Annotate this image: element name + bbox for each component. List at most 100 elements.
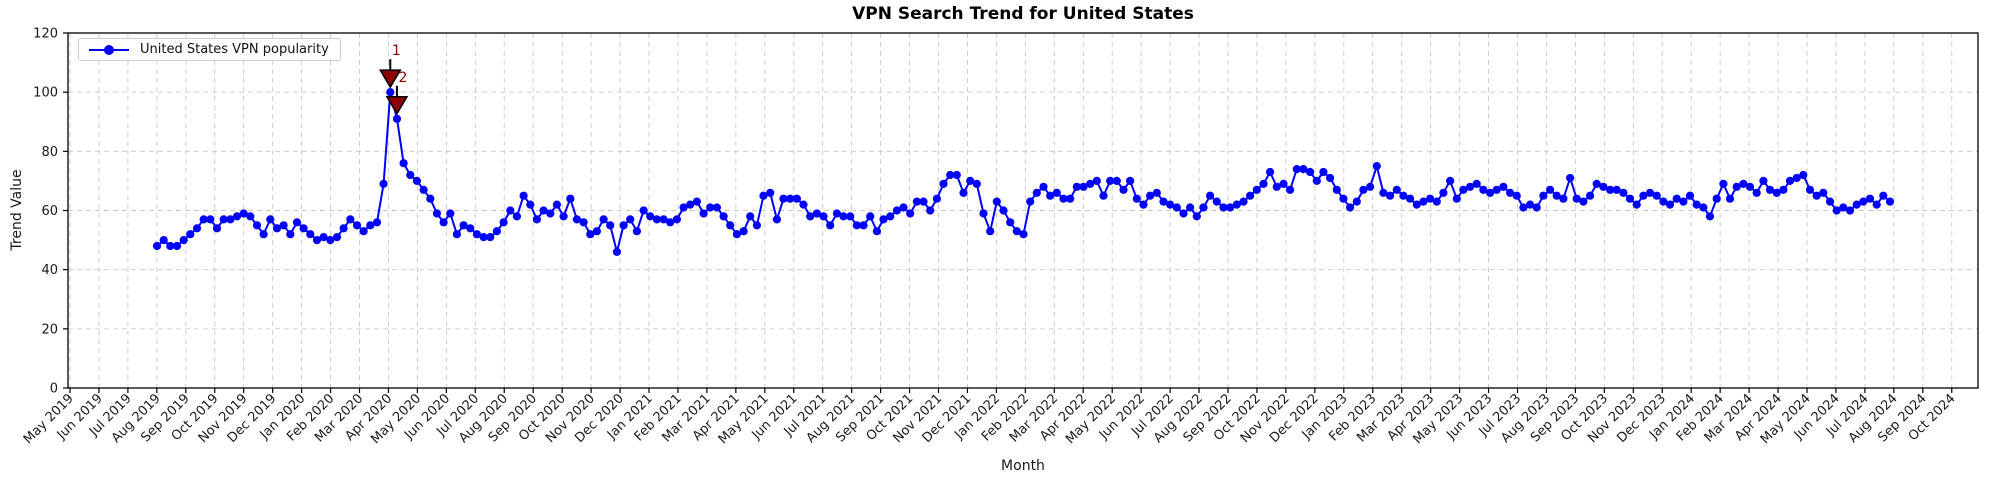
data-point-marker bbox=[1579, 197, 1588, 206]
data-point-marker bbox=[279, 221, 288, 230]
data-point-marker bbox=[719, 212, 728, 221]
data-point-marker bbox=[539, 206, 548, 215]
data-point-marker bbox=[1672, 194, 1681, 203]
data-point-marker bbox=[492, 227, 501, 236]
data-point-marker bbox=[452, 230, 461, 239]
data-point-marker bbox=[1199, 203, 1208, 212]
data-point-marker bbox=[959, 188, 968, 197]
y-axis-label: Trend Value bbox=[9, 169, 25, 251]
data-point-marker bbox=[1546, 185, 1555, 194]
data-point-marker bbox=[659, 215, 668, 224]
data-point-marker bbox=[686, 200, 695, 209]
data-point-marker bbox=[1286, 185, 1295, 194]
data-point-marker bbox=[232, 212, 242, 221]
data-point-marker bbox=[312, 236, 322, 245]
data-point-marker bbox=[859, 221, 868, 230]
data-point-marker bbox=[346, 215, 355, 224]
data-point-marker bbox=[386, 88, 395, 97]
data-point-marker bbox=[852, 221, 862, 230]
data-point-marker bbox=[1032, 188, 1041, 197]
data-point-marker bbox=[739, 227, 748, 236]
data-point-marker bbox=[579, 218, 588, 227]
data-point-marker bbox=[886, 212, 895, 221]
data-point-marker bbox=[1512, 191, 1521, 200]
data-point-marker bbox=[819, 212, 828, 221]
data-point-marker bbox=[839, 212, 848, 221]
data-point-marker bbox=[892, 206, 902, 215]
data-point-marker bbox=[1006, 218, 1015, 227]
data-point-marker bbox=[746, 212, 755, 221]
data-point-marker bbox=[1785, 176, 1795, 185]
data-point-marker bbox=[1299, 165, 1308, 174]
data-point-marker bbox=[379, 179, 388, 188]
data-point-marker bbox=[779, 194, 788, 203]
data-point-marker bbox=[772, 215, 782, 224]
data-point-marker bbox=[1152, 188, 1161, 197]
legend: United States VPN popularity bbox=[78, 38, 341, 61]
data-point-marker bbox=[299, 224, 308, 233]
data-point-marker bbox=[926, 206, 935, 215]
data-point-marker bbox=[1539, 191, 1548, 200]
data-point-marker bbox=[1219, 203, 1228, 212]
data-point-marker bbox=[1819, 188, 1828, 197]
data-point-marker bbox=[872, 227, 882, 236]
data-point-marker bbox=[1839, 203, 1848, 212]
data-point-marker bbox=[672, 215, 682, 224]
data-point-marker bbox=[1479, 185, 1488, 194]
data-point-marker bbox=[339, 224, 348, 233]
data-point-marker bbox=[726, 221, 735, 230]
data-point-marker bbox=[1852, 200, 1861, 209]
data-point-marker bbox=[786, 194, 795, 203]
data-point-marker bbox=[446, 209, 455, 218]
data-point-marker bbox=[999, 206, 1008, 215]
data-point-marker bbox=[1745, 182, 1755, 191]
data-point-marker bbox=[1812, 191, 1821, 200]
data-point-marker bbox=[439, 218, 448, 227]
data-point-marker bbox=[899, 203, 908, 212]
data-point-marker bbox=[1346, 203, 1355, 212]
data-point-marker bbox=[1292, 165, 1301, 174]
data-point-marker bbox=[1486, 188, 1495, 197]
y-tick-label: 120 bbox=[33, 27, 58, 42]
data-point-marker bbox=[1665, 200, 1675, 209]
data-point-marker bbox=[1159, 197, 1168, 206]
data-point-marker bbox=[1072, 182, 1081, 191]
data-point-marker bbox=[1719, 179, 1728, 188]
data-point-marker bbox=[1332, 185, 1341, 194]
annotation-triangle-icon bbox=[385, 96, 409, 116]
data-point-marker bbox=[1312, 176, 1321, 185]
data-point-marker bbox=[712, 203, 722, 212]
data-point-marker bbox=[626, 215, 635, 224]
data-point-marker bbox=[792, 194, 802, 203]
data-point-marker bbox=[1452, 194, 1461, 203]
data-point-marker bbox=[966, 176, 975, 185]
data-point-marker bbox=[1659, 197, 1668, 206]
data-point-marker bbox=[1339, 194, 1348, 203]
data-point-marker bbox=[1712, 194, 1721, 203]
data-point-marker bbox=[1552, 191, 1561, 200]
x-axis-label: Month bbox=[1001, 458, 1045, 474]
data-point-marker bbox=[1632, 200, 1641, 209]
data-point-marker bbox=[1412, 200, 1421, 209]
data-point-marker bbox=[799, 200, 808, 209]
data-point-marker bbox=[1739, 179, 1748, 188]
data-point-marker bbox=[286, 230, 295, 239]
data-point-marker bbox=[1559, 194, 1568, 203]
data-point-marker bbox=[919, 197, 928, 206]
data-point-marker bbox=[1226, 203, 1235, 212]
data-point-marker bbox=[466, 224, 475, 233]
data-point-marker bbox=[1685, 191, 1695, 200]
data-point-marker bbox=[1772, 188, 1781, 197]
data-point-marker bbox=[326, 236, 335, 245]
y-tick-label: 80 bbox=[41, 145, 58, 160]
data-point-marker bbox=[1832, 206, 1841, 215]
data-point-marker bbox=[1599, 182, 1608, 191]
data-point-marker bbox=[1419, 197, 1428, 206]
data-point-marker bbox=[566, 194, 575, 203]
data-point-marker bbox=[199, 215, 208, 224]
data-point-marker bbox=[1879, 191, 1888, 200]
data-point-marker bbox=[1386, 191, 1395, 200]
data-point-marker bbox=[1186, 203, 1195, 212]
annotation-label: 2 bbox=[398, 70, 407, 86]
data-point-marker bbox=[1012, 227, 1021, 236]
